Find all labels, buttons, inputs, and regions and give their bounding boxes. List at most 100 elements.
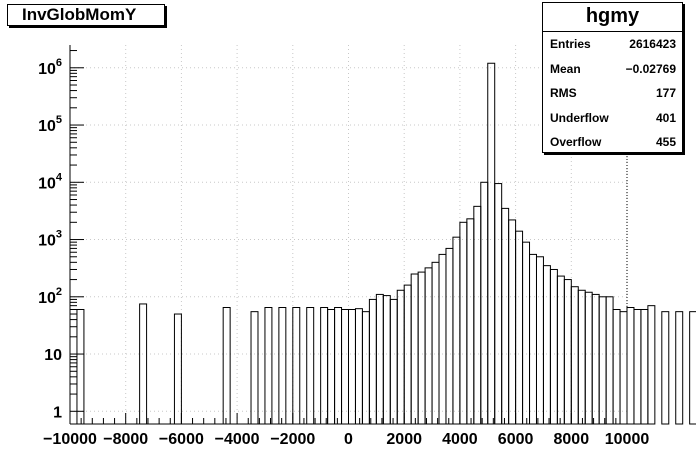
histogram-bar <box>542 265 551 425</box>
histogram-bar <box>473 205 482 425</box>
histogram-bar <box>173 313 182 425</box>
histogram-bar <box>675 311 684 425</box>
histogram-bar <box>689 311 696 425</box>
histogram-bar <box>341 308 350 425</box>
histogram-title-box: InvGlobMomY <box>7 4 165 26</box>
stats-key: Overflow <box>550 135 602 150</box>
y-tick-label: 1 <box>53 404 62 421</box>
histogram-bar <box>403 284 412 425</box>
stats-row-underflow: Underflow 401 <box>543 106 682 131</box>
axes <box>69 45 628 425</box>
grid-lines <box>69 45 628 424</box>
y-tick-label: 102 <box>38 286 62 307</box>
histogram-bar <box>529 253 537 425</box>
histogram-bar <box>389 298 398 425</box>
histogram-bar <box>264 307 273 425</box>
x-tick-label: −2000 <box>270 431 315 448</box>
histogram-bar <box>522 241 531 425</box>
histogram-bar <box>577 289 586 425</box>
histogram-bar <box>647 305 656 425</box>
histogram-bar <box>320 307 329 425</box>
histogram-bar <box>348 308 356 425</box>
histogram-bar <box>327 308 336 425</box>
histogram-bar <box>556 275 565 425</box>
histogram-bar <box>626 307 635 425</box>
y-tick-label: 10 <box>44 347 62 364</box>
stats-value: 177 <box>655 86 676 101</box>
histogram-bar <box>278 307 287 425</box>
histogram-bar <box>494 183 503 425</box>
x-tick-label: −4000 <box>215 431 260 448</box>
histogram-bar <box>250 311 259 425</box>
histogram-bar <box>466 218 475 425</box>
histogram-bar <box>139 303 148 425</box>
histogram-bar <box>549 268 558 425</box>
histogram-bar <box>361 311 370 425</box>
x-tick-label: 0 <box>344 431 353 448</box>
histogram-bar <box>396 289 405 425</box>
histogram-bar <box>417 271 426 425</box>
histogram-bar <box>452 236 461 425</box>
histogram-bar <box>598 296 607 425</box>
x-tick-label: −8000 <box>103 431 148 448</box>
histogram-bar <box>584 291 593 425</box>
statistics-title: hgmy <box>543 3 682 32</box>
x-tick-label: 8000 <box>554 431 590 448</box>
stats-key: Underflow <box>550 110 609 125</box>
histogram-bar <box>487 62 496 425</box>
x-tick-label: −6000 <box>159 431 204 448</box>
x-tick-label: 6000 <box>498 431 534 448</box>
y-tick-label: 104 <box>38 171 63 192</box>
stats-row-overflow: Overflow 455 <box>543 130 682 155</box>
y-tick-label: 103 <box>38 229 62 250</box>
histogram-title: InvGlobMomY <box>22 5 137 24</box>
histogram-bar <box>515 230 524 425</box>
statistics-box: hgmy Entries 2616423 Mean −0.02769 RMS 1… <box>542 2 683 153</box>
tick-labels: −10000 −8000 −6000 −4000 −2000 0 2000 4000 6000 8… <box>38 57 649 448</box>
histogram-bar <box>382 295 391 425</box>
histogram-bar <box>640 308 649 425</box>
x-tick-label: 10000 <box>605 431 650 448</box>
stats-key: RMS <box>550 86 577 101</box>
stats-row-entries: Entries 2616423 <box>543 32 682 57</box>
histogram-bar <box>570 286 579 425</box>
histogram-bar <box>334 307 343 425</box>
stats-key: Entries <box>550 37 591 51</box>
histogram-bar <box>76 308 85 425</box>
stats-row-mean: Mean −0.02769 <box>543 57 682 82</box>
stats-row-rms: RMS 177 <box>543 81 682 106</box>
histogram-bar <box>354 308 363 425</box>
x-tick-label: 4000 <box>442 431 478 448</box>
histogram-bar <box>612 308 621 425</box>
histogram-bar <box>661 311 670 425</box>
histogram-bar <box>619 311 628 425</box>
x-tick-label: 2000 <box>386 431 422 448</box>
histogram-bar <box>306 307 315 425</box>
histogram-bar <box>535 256 544 425</box>
histogram-bar <box>431 261 440 425</box>
histogram-bar <box>605 296 614 425</box>
stats-key: Mean <box>550 61 581 76</box>
histogram-bar <box>633 308 642 425</box>
histogram-bar <box>424 267 433 425</box>
stats-value: 2616423 <box>629 37 676 51</box>
histogram-bar <box>375 293 384 425</box>
histogram-bar <box>459 221 468 425</box>
histogram-bar <box>438 253 447 425</box>
stats-value: −0.02769 <box>625 61 676 76</box>
x-tick-label: −10000 <box>43 431 97 448</box>
histogram-bar <box>591 293 600 425</box>
stats-value: 401 <box>655 110 676 125</box>
histogram-bar <box>368 298 377 425</box>
histogram-bar <box>445 247 454 425</box>
histogram-bar <box>480 181 489 425</box>
histogram-bar <box>292 307 301 425</box>
y-tick-label: 106 <box>38 57 62 78</box>
y-tick-label: 105 <box>38 114 62 135</box>
histogram-bar <box>501 207 510 425</box>
histogram-bar <box>222 307 231 425</box>
histogram-bar <box>563 279 572 425</box>
histogram-bar <box>508 219 517 425</box>
stats-value: 455 <box>655 135 676 150</box>
